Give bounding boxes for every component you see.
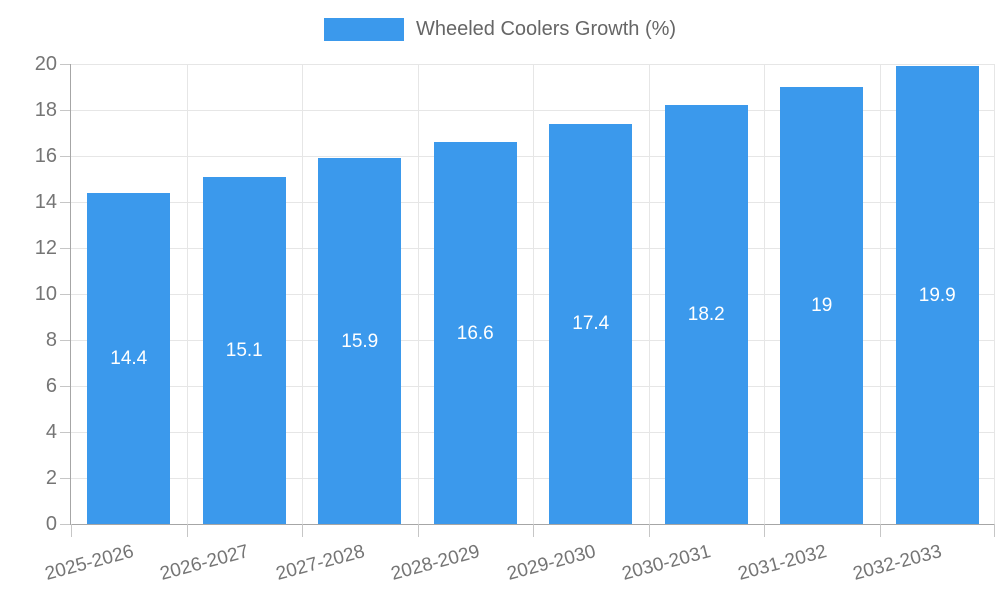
y-tick-label: 10 xyxy=(34,283,57,305)
bar[interactable]: 17.4 xyxy=(549,123,633,524)
y-tick-label: 8 xyxy=(45,329,57,351)
y-tick-mark xyxy=(60,247,70,249)
x-tick-mark xyxy=(648,524,650,537)
x-tick-mark xyxy=(71,524,72,537)
y-tick-label: 4 xyxy=(45,421,57,443)
x-gridline xyxy=(764,64,765,524)
x-tick-mark xyxy=(417,524,419,537)
x-tick-label: 2032-2033 xyxy=(851,541,945,585)
plot-area: 0 2 4 6 8 10 12 14 16 18 20 14.4 2025-2026 15.1 2026-2… xyxy=(35,54,995,585)
x-tick-mark xyxy=(186,524,188,537)
y-tick-label: 20 xyxy=(34,53,57,75)
legend-swatch[interactable] xyxy=(323,18,404,41)
bar-value-label: 15.1 xyxy=(225,339,263,361)
y-tick-mark xyxy=(60,385,70,387)
x-tick-mark xyxy=(302,524,303,537)
x-tick-label: 2031-2032 xyxy=(735,541,829,585)
bar[interactable]: 19 xyxy=(780,87,864,524)
y-tick-mark xyxy=(60,109,70,111)
x-tick-mark xyxy=(533,524,534,537)
x-tick-mark xyxy=(879,524,881,537)
x-tick-label: 2025-2026 xyxy=(42,541,136,585)
y-tick-label: 6 xyxy=(45,375,57,397)
x-tick-mark xyxy=(994,524,995,537)
x-tick-label: 2029-2030 xyxy=(504,541,598,585)
y-tick-mark xyxy=(60,523,70,525)
bar-value-label: 17.4 xyxy=(572,313,610,335)
bar[interactable]: 15.1 xyxy=(202,176,286,524)
y-tick-mark xyxy=(60,477,70,479)
y-tick-label: 18 xyxy=(34,99,57,121)
y-tick-label: 14 xyxy=(34,191,57,213)
bar[interactable]: 14.4 xyxy=(87,192,171,524)
legend-label[interactable]: Wheeled Coolers Growth (%) xyxy=(415,18,677,40)
bar[interactable]: 19.9 xyxy=(895,66,979,524)
legend[interactable]: Wheeled Coolers Growth (%) xyxy=(0,18,1000,41)
x-gridline xyxy=(302,64,303,524)
x-gridline xyxy=(648,64,650,524)
bar-value-label: 19 xyxy=(811,295,833,316)
bar[interactable]: 15.9 xyxy=(318,158,402,524)
bar[interactable]: 16.6 xyxy=(433,142,517,524)
y-tick-mark xyxy=(60,339,70,341)
bar-value-label: 16.6 xyxy=(456,322,494,344)
y-tick-label: 16 xyxy=(34,145,57,167)
x-gridline xyxy=(994,64,995,524)
x-tick-label: 2027-2028 xyxy=(273,541,367,585)
y-tick-mark xyxy=(60,431,70,433)
bar-value-label: 18.2 xyxy=(687,304,725,326)
x-gridline xyxy=(186,64,188,524)
y-tick-mark xyxy=(60,63,70,65)
bar-value-label: 14.4 xyxy=(110,347,148,369)
bar-value-label: 19.9 xyxy=(918,284,956,306)
x-gridline xyxy=(417,64,419,524)
y-tick-label: 12 xyxy=(34,237,57,259)
bar[interactable]: 18.2 xyxy=(664,105,748,524)
x-tick-label: 2030-2031 xyxy=(620,541,714,585)
y-tick-mark xyxy=(60,201,70,203)
x-tick-label: 2026-2027 xyxy=(158,541,252,585)
x-gridline xyxy=(879,64,881,524)
y-tick-label: 0 xyxy=(45,513,57,535)
y-tick-label: 2 xyxy=(45,467,57,489)
y-tick-mark xyxy=(60,155,70,157)
bar-value-label: 15.9 xyxy=(341,330,379,352)
x-tick-label: 2028-2029 xyxy=(389,541,483,585)
x-tick-mark xyxy=(764,524,765,537)
x-gridline xyxy=(533,64,534,524)
y-tick-mark xyxy=(60,293,70,295)
